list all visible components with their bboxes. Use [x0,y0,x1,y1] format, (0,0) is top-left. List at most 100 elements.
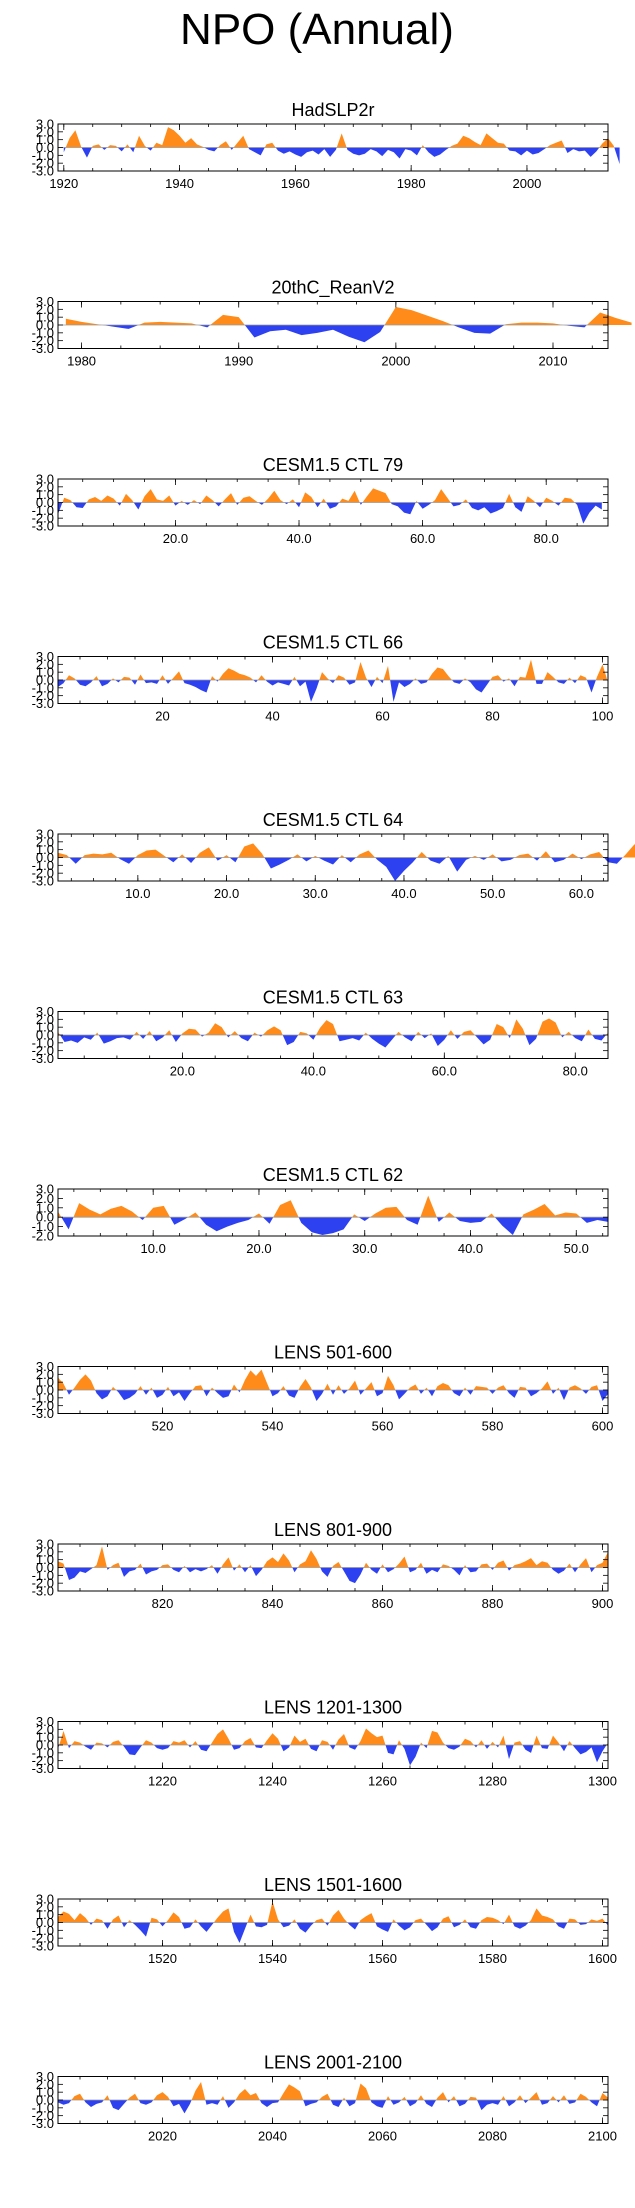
y-tick-label: -1.0 [32,1219,54,1234]
positive-area [109,1740,123,1745]
negative-area [477,2100,501,2111]
x-tick-label: 1280 [478,1774,507,1789]
positive-area [370,1206,405,1218]
positive-area [170,1740,189,1745]
positive-area [428,667,452,680]
positive-area [267,1901,281,1923]
positive-area [298,1031,309,1035]
positive-area [248,1565,252,1568]
y-tick-label: -1.0 [32,503,54,518]
negative-area [358,1390,365,1395]
negative-area [139,1217,146,1221]
negative-area [551,1567,567,1574]
positive-area [72,1374,96,1390]
negative-area [296,680,320,702]
x-tick-label: 860 [372,1596,394,1611]
negative-area [589,1567,596,1573]
negative-area [303,2100,319,2107]
negative-area [308,1035,316,1040]
positive-area [94,1742,105,1745]
negative-area [452,325,505,334]
panel-title: CESM1.5 CTL 79 [263,455,403,475]
panel-cesm1-5-ctl-62: CESM1.5 CTL 62 3.02.01.00.0-1.0-2.0 10.0 20… [32,1165,609,1256]
positive-area [257,675,266,680]
negative-area [184,502,191,505]
x-tick-label: 40.0 [458,1241,483,1256]
negative-area [146,147,153,151]
negative-area [572,1567,579,1573]
negative-area [523,2100,529,2104]
negative-area [248,147,265,156]
positive-area [222,493,236,503]
negative-area [367,680,376,688]
x-tick-label: 2100 [588,2129,617,2144]
y-tick-label: 3.0 [36,1004,54,1019]
negative-area [254,1922,268,1928]
positive-area [222,855,230,858]
positive-area [191,2081,206,2100]
y-tick-label: -3.0 [32,2116,54,2131]
x-tick-label: 1300 [588,1774,617,1789]
x-tick-label: 60.0 [432,1064,457,1079]
negative-area [132,1922,151,1937]
negative-area [244,325,385,343]
negative-area [535,502,544,508]
negative-area [159,1922,166,1927]
positive-area [401,2096,407,2100]
negative-area [402,1035,416,1042]
x-tick-label: 1520 [148,1951,177,1966]
x-tick-label: 600 [592,1419,614,1434]
negative-area [424,1922,441,1932]
negative-area [253,680,258,683]
x-tick-label: 900 [592,1596,614,1611]
panel-title: CESM1.5 CTL 66 [263,633,403,653]
negative-area [205,2100,221,2105]
positive-area [58,1561,65,1568]
negative-area [586,680,596,693]
negative-area [129,147,135,153]
negative-area [296,1922,315,1933]
positive-area [210,676,216,680]
y-tick-label: -2.0 [32,2108,54,2123]
positive-area [65,318,103,325]
positive-area [440,1564,451,1568]
positive-area [263,1733,281,1745]
y-tick-label: 0.0 [36,318,54,333]
negative-area [337,1035,364,1042]
negative-area [58,502,63,515]
y-tick-label: -2.0 [32,688,54,703]
panel-cesm1-5-ctl-63: CESM1.5 CTL 63 3.02.01.00.0-1.0-2.0-3.0 20… [32,988,609,1079]
series-area [63,127,620,164]
negative-area [204,147,218,152]
negative-area [496,857,515,862]
negative-area [385,1745,398,1755]
positive-area [314,1918,326,1923]
positive-area [195,847,216,858]
positive-area [233,135,249,148]
positive-area [290,1735,309,1745]
positive-area [504,1914,513,1923]
negative-area [259,2100,280,2108]
y-tick-label: -3.0 [32,341,54,356]
positive-area [384,306,453,325]
negative-area [138,2100,154,2105]
positive-area [525,496,536,503]
y-tick-label: -3.0 [32,1051,54,1066]
panel-title: CESM1.5 CTL 64 [263,810,403,830]
positive-area [121,493,134,503]
x-tick-label: 2060 [368,2129,397,2144]
x-tick-label: 60.0 [569,886,594,901]
negative-area [436,1217,445,1222]
negative-area [280,1745,291,1752]
panel-20thc-reanv2: 20thC_ReanV2 3.02.01.00.0-1.0-2.0-3.0 1980… [32,278,632,369]
negative-area [98,680,112,687]
y-tick-label: -3.0 [32,519,54,534]
positive-area [415,1031,422,1035]
positive-area [153,2092,170,2100]
negative-area [231,1922,248,1943]
y-tick-label: -3.0 [32,1939,54,1954]
negative-area [116,1390,138,1401]
x-tick-label: 1560 [368,1951,397,1966]
positive-area [599,2092,608,2100]
y-tick-label: -2.0 [32,333,54,348]
